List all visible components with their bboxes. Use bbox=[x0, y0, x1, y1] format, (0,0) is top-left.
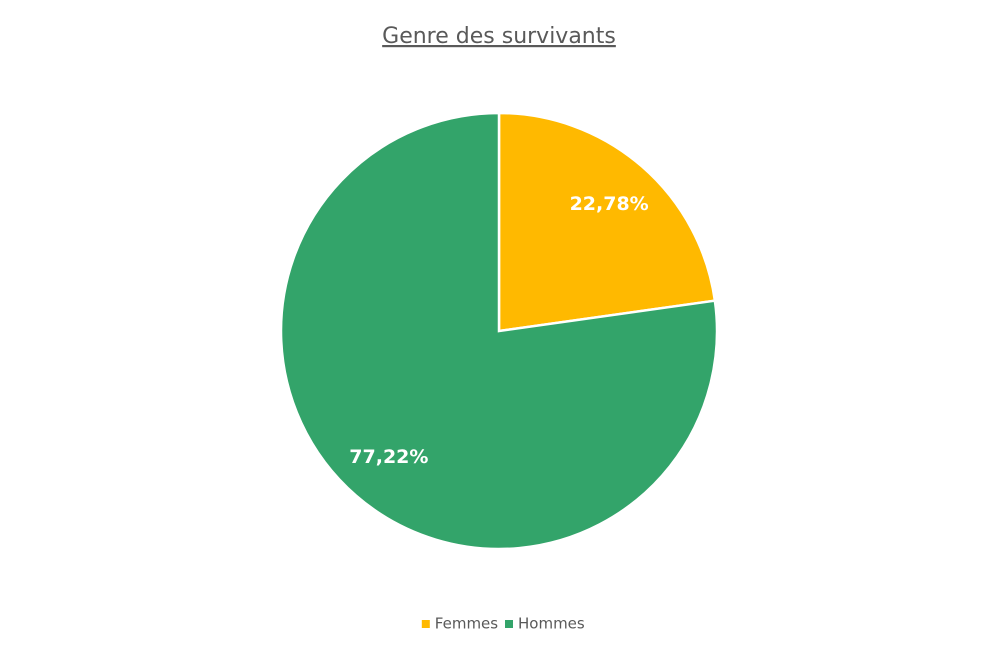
data-label: 77,22% bbox=[349, 446, 428, 468]
pie-slice bbox=[497, 111, 717, 333]
pie-slice bbox=[279, 111, 719, 551]
legend-label: Femmes bbox=[435, 615, 498, 633]
legend-swatch bbox=[421, 620, 430, 628]
data-label: 22,78% bbox=[570, 193, 649, 215]
legend-swatch bbox=[505, 620, 513, 628]
legend-label: Hommes bbox=[518, 615, 585, 633]
chart-title: Genre des survivants bbox=[382, 24, 616, 49]
